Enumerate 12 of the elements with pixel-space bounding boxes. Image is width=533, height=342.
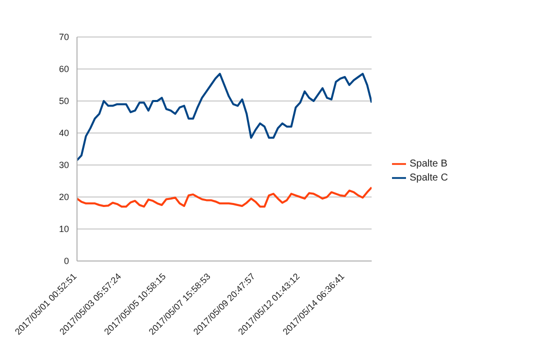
y-tick-label: 70 xyxy=(58,32,69,42)
y-tick-label: 50 xyxy=(58,96,69,106)
y-tick-label: 40 xyxy=(58,128,69,138)
legend-label: Spalte C xyxy=(410,172,448,184)
line-series xyxy=(77,186,372,208)
line-series xyxy=(77,72,372,162)
legend-label: Spalte B xyxy=(410,158,448,170)
y-tick-label: 30 xyxy=(58,160,69,170)
y-tick-label: 0 xyxy=(64,256,69,266)
y-tick-label: 10 xyxy=(58,224,69,234)
y-tick-label: 20 xyxy=(58,192,69,202)
y-tick-label: 60 xyxy=(58,64,69,74)
